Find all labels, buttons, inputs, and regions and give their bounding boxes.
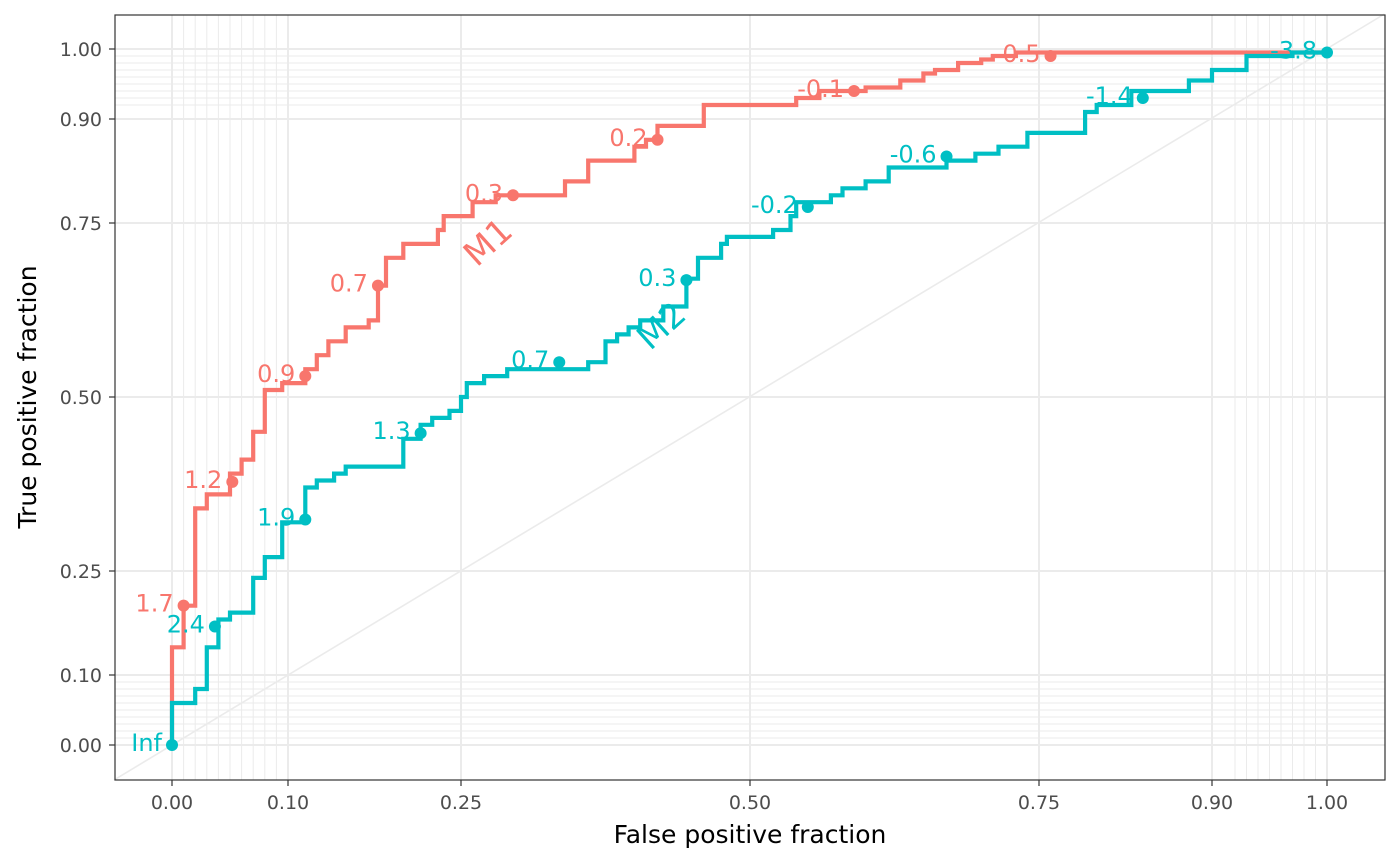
cutoff-point-m2 — [1136, 92, 1149, 104]
cutoff-point-m2 — [801, 201, 814, 214]
series-line-m1 — [169, 50, 1327, 745]
cutoff-point-m1 — [299, 370, 312, 383]
cutoff-labels: 1.7 1.2 0.9 0.7 0.3 0.2 -0.1 -0.5 Inf 2.4 1.9 1.3 0.… — [131, 37, 1317, 758]
y-tick-label: 0.50 — [60, 387, 102, 409]
series-layer — [166, 46, 1333, 751]
cutoff-label-m1: -0.1 — [797, 75, 844, 103]
x-tick-label: 0.10 — [267, 792, 309, 814]
y-tick-label: 0.00 — [60, 735, 102, 757]
y-tick-label: 1.00 — [60, 39, 102, 61]
cutoff-point-m2 — [166, 739, 178, 751]
cutoff-label-m2: 1.3 — [372, 417, 410, 445]
x-tick-label: 1.00 — [1306, 792, 1348, 814]
y-tick-label: 0.90 — [60, 109, 102, 131]
cutoff-label-m1: 0.7 — [330, 270, 368, 298]
cutoff-label-m1: 0.9 — [257, 360, 295, 388]
cutoff-label-m2: 1.9 — [257, 503, 295, 531]
cutoff-point-m1 — [507, 189, 520, 202]
cutoff-point-m1 — [1044, 50, 1057, 62]
x-tick-label: 0.50 — [729, 792, 771, 814]
cutoff-label-m2: -3.8 — [1270, 37, 1317, 65]
cutoff-label-m1: 1.7 — [135, 590, 173, 618]
cutoff-label-m2: 0.7 — [511, 346, 549, 374]
cutoff-label-m1: 0.3 — [465, 179, 503, 207]
x-axis-title: False positive fraction — [614, 820, 887, 849]
cutoff-label-m2: -1.4 — [1086, 82, 1133, 110]
cutoff-point-m2 — [680, 274, 693, 287]
x-tick-label: 0.00 — [151, 792, 193, 814]
reference-diagonal-line — [113, 13, 1385, 781]
cutoff-point-m2 — [1321, 46, 1333, 59]
cutoff-label-m1: 0.2 — [609, 124, 647, 152]
cutoff-point-m1 — [848, 85, 861, 97]
y-tick-label: 0.75 — [60, 213, 102, 235]
cutoff-label-m2: -0.6 — [890, 140, 937, 168]
y-tick-label: 0.25 — [60, 561, 102, 583]
cutoff-label-m1: -0.5 — [994, 40, 1041, 68]
y-axis: 0.00 0.10 0.25 0.50 0.75 0.90 1.00 — [60, 39, 115, 757]
x-tick-label: 0.25 — [440, 792, 482, 814]
cutoff-point-m2 — [208, 620, 221, 633]
cutoff-point-m2 — [299, 513, 312, 526]
major-gridlines — [115, 15, 1385, 780]
cutoff-label-m2: Inf — [131, 729, 162, 757]
cutoff-point-m1 — [371, 279, 384, 292]
cutoff-label-m2: 2.4 — [167, 610, 205, 638]
cutoff-point-m2 — [940, 150, 953, 163]
cutoff-label-m1: 1.2 — [184, 466, 222, 494]
x-tick-label: 0.75 — [1018, 792, 1060, 814]
cutoff-label-m2: 0.3 — [638, 264, 676, 292]
cutoff-point-m1 — [651, 133, 664, 146]
cutoff-label-m2: -0.2 — [751, 191, 798, 219]
x-tick-label: 0.90 — [1191, 792, 1233, 814]
y-tick-label: 0.10 — [60, 665, 102, 687]
x-axis: 0.00 0.10 0.25 0.50 0.75 0.90 1.00 — [151, 780, 1348, 814]
y-axis-title: True positive fraction — [13, 265, 42, 529]
cutoff-point-m2 — [414, 427, 427, 440]
cutoff-point-m1 — [177, 599, 190, 612]
cutoff-point-m2 — [553, 356, 566, 369]
cutoff-point-m1 — [226, 475, 239, 488]
